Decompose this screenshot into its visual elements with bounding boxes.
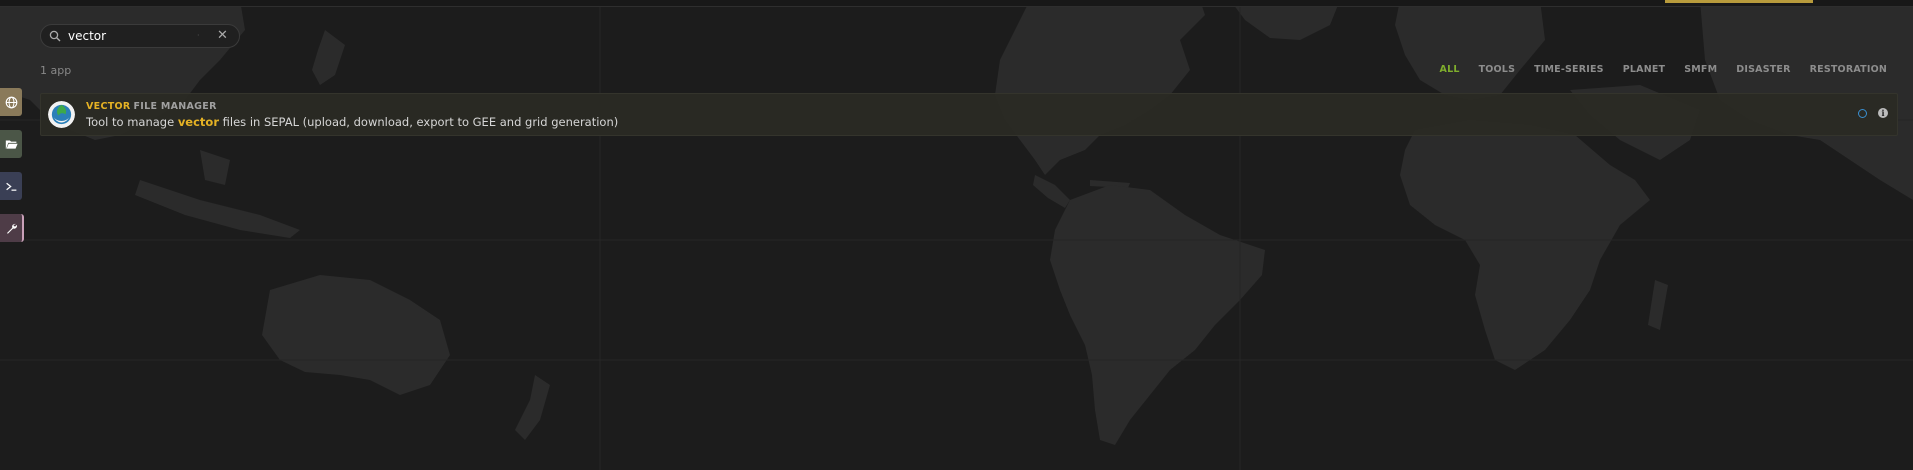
app-list-item[interactable]: VECTOR FILE MANAGER Tool to manage vector… (40, 93, 1898, 136)
filter-tabs: ALL TOOLS TIME-SERIES PLANET SMFM DISAST… (1440, 64, 1887, 75)
app-title-highlight: VECTOR (86, 101, 131, 112)
app-title-rest: FILE MANAGER (133, 101, 217, 112)
app-desc-before: Tool to manage (86, 115, 178, 129)
tab-time-series[interactable]: TIME-SERIES (1534, 64, 1604, 75)
status-circle-icon (1858, 109, 1867, 118)
top-accent-indicator (1665, 0, 1813, 3)
sidebar-item-tools[interactable] (0, 214, 24, 242)
tab-disaster[interactable]: DISASTER (1736, 64, 1791, 75)
app-desc-highlight: vector (177, 115, 219, 129)
search-box: · ✕ (40, 24, 240, 48)
sidebar-item-apps[interactable] (0, 88, 22, 116)
search-input[interactable] (68, 27, 198, 45)
app-desc-after: files in SEPAL (upload, download, export… (219, 115, 619, 129)
close-icon[interactable]: ✕ (217, 28, 228, 43)
search-separator-icon: · (197, 31, 200, 40)
app-logo (48, 101, 75, 128)
app-description: Tool to manage vector files in SEPAL (up… (86, 115, 618, 129)
app-title: VECTOR FILE MANAGER (86, 101, 217, 112)
tab-restoration[interactable]: RESTORATION (1809, 64, 1887, 75)
sidebar-item-terminal[interactable] (0, 172, 22, 200)
tab-smfm[interactable]: SMFM (1684, 64, 1718, 75)
result-count: 1 app (40, 64, 72, 77)
search-icon (49, 30, 61, 42)
top-bar (0, 0, 1913, 7)
globe-icon (5, 96, 17, 108)
tab-planet[interactable]: PLANET (1622, 64, 1666, 75)
terminal-icon (5, 182, 16, 191)
folder-open-icon (5, 139, 18, 149)
tab-all[interactable]: ALL (1439, 64, 1460, 75)
wrench-icon (6, 223, 17, 234)
info-icon[interactable]: i (1878, 108, 1888, 118)
tab-tools[interactable]: TOOLS (1478, 64, 1516, 75)
sidebar-item-files[interactable] (0, 130, 22, 158)
